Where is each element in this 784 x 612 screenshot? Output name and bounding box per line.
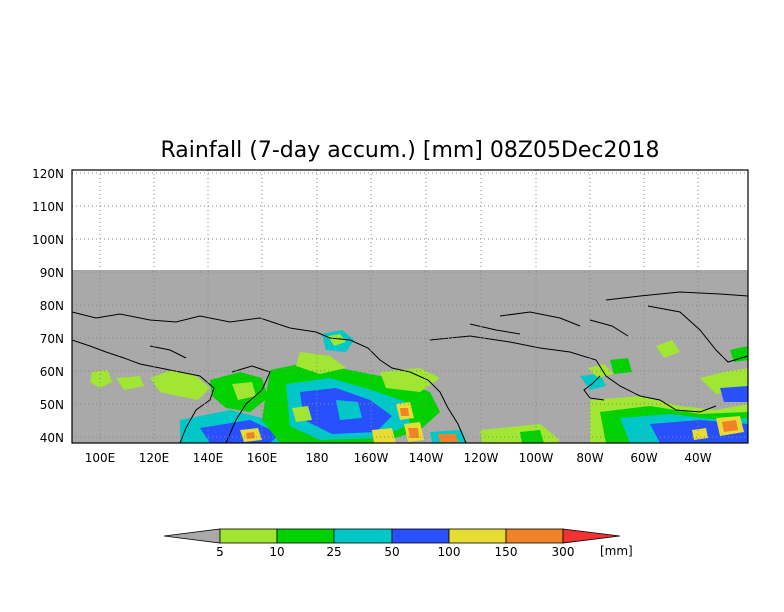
map-title: Rainfall (7-day accum.) [mm] 08Z05Dec201… [160, 138, 659, 163]
longitude-labels: 100E 120E 140E 160E 180 160W 140W 120W 1… [85, 451, 712, 465]
colorbar-segment [333, 528, 393, 544]
colorbar-segment [276, 528, 335, 544]
colorbar-segment [391, 528, 450, 544]
lon-label: 80W [576, 451, 603, 465]
lat-label: 90N [40, 266, 64, 280]
colorbar-tick-label: 300 [552, 545, 575, 559]
colorbar-segment [448, 528, 507, 544]
lon-label: 180 [306, 451, 329, 465]
lon-label: 100E [85, 451, 116, 465]
colorbar-right-triangle [562, 528, 621, 544]
lon-label: 160E [247, 451, 278, 465]
lat-label: 50N [40, 398, 64, 412]
lat-label: 110N [32, 200, 64, 214]
lon-label: 140W [409, 451, 444, 465]
map-panel [71, 169, 749, 444]
lat-label: 60N [40, 365, 64, 379]
colorbar-segment [505, 528, 564, 544]
lon-label: 40W [684, 451, 711, 465]
colorbar-tick-label: 10 [269, 545, 284, 559]
lat-label: 40N [40, 431, 64, 445]
map-grid [72, 170, 748, 443]
lon-label: 60W [630, 451, 657, 465]
lat-label: 70N [40, 332, 64, 346]
map-empty-region [72, 170, 748, 270]
colorbar-segment [219, 528, 278, 544]
colorbar-tick-label: 150 [495, 545, 518, 559]
latitude-labels: 120N 110N 100N 90N 80N 70N 60N 50N 40N [32, 167, 64, 445]
lon-label: 120E [139, 451, 170, 465]
lon-label: 140E [193, 451, 224, 465]
lat-label: 120N [32, 167, 64, 181]
colorbar-tick-label: 25 [326, 545, 341, 559]
colorbar: 5 10 25 50 100 150 300 [mm] [163, 528, 633, 559]
lon-label: 120W [464, 451, 499, 465]
map-frame [71, 169, 749, 444]
colorbar-tick-label: 50 [384, 545, 399, 559]
colorbar-unit-label: [mm] [600, 544, 633, 558]
colorbar-tick-label: 5 [216, 545, 224, 559]
colorbar-tick-label: 100 [438, 545, 461, 559]
lat-label: 80N [40, 299, 64, 313]
lon-label: 100W [519, 451, 554, 465]
colorbar-left-triangle [163, 528, 221, 544]
lon-label: 160W [354, 451, 389, 465]
lat-label: 100N [32, 233, 64, 247]
